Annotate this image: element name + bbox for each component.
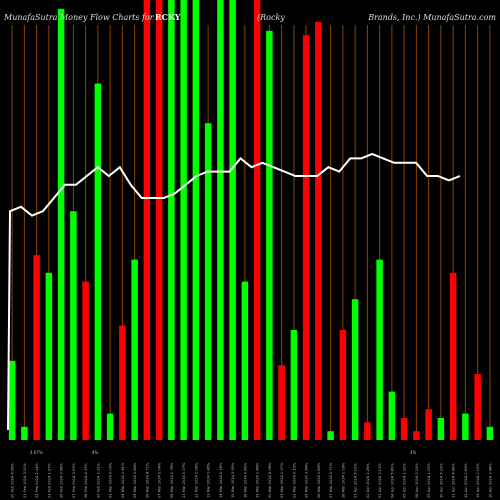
- bar: [253, 0, 261, 440]
- bar: [229, 0, 236, 440]
- x-tick-label: 29 Feb 2024 2.31%: [96, 462, 100, 498]
- x-tick-label: 16 Apr 2024 3.48%: [488, 463, 492, 498]
- x-tick-label: 15 Apr 2024 0.10%: [476, 463, 480, 498]
- money-flow-line: [7, 152, 461, 431]
- x-tick-label: 25 Mar 2024 3.84%: [305, 462, 309, 498]
- bar: [351, 299, 359, 440]
- bar: [106, 413, 114, 440]
- chart-title-left: MunafaSutra Money Flow Charts for: [3, 13, 155, 22]
- bar: [192, 0, 200, 440]
- bars: [8, 0, 494, 441]
- bar: [290, 330, 298, 440]
- chart-title-right: Brands, Inc.) MunafaSutra.com: [367, 13, 496, 22]
- annotation-1: 4.67%: [30, 450, 43, 455]
- x-tick-label: 01 Mar 2024 0.00%: [109, 462, 113, 498]
- x-tick-labels: 20 Feb 2024 6.08% 21 Feb 2024 3.00% 22 Feb…: [11, 462, 493, 498]
- x-tick-label: 05 Apr 2024 1.32%: [403, 463, 407, 498]
- x-tick-label: 23 Feb 2024 1.97%: [47, 462, 51, 498]
- x-tick-label: 22 Mar 2024 0.15%: [292, 462, 296, 498]
- bar: [413, 431, 420, 440]
- bar: [315, 22, 322, 440]
- bar: [462, 413, 469, 440]
- bar: [70, 211, 77, 440]
- bar: [327, 431, 334, 440]
- bar: [8, 360, 16, 440]
- x-tick-label: 03 Apr 2024 3.11%: [378, 463, 382, 498]
- x-tick-label: 08 Mar 2024 2.78%: [170, 462, 174, 498]
- x-tick-label: 12 Apr 2024 0.64%: [464, 463, 468, 498]
- bar: [241, 281, 249, 440]
- x-tick-label: 04 Apr 2024 5.89%: [390, 463, 394, 498]
- bar: [278, 365, 285, 440]
- bar: [400, 418, 408, 440]
- bar: [119, 325, 126, 440]
- x-tick-label: 21 Mar 2024 1.07%: [280, 462, 284, 498]
- x-tick-label: 15 Mar 2024 3.95%: [231, 462, 235, 498]
- bar: [486, 426, 494, 440]
- bar: [425, 409, 432, 440]
- x-tick-label: 22 Feb 2024 2.14%: [35, 462, 39, 498]
- x-tick-label: 06 Mar 2024 4.72%: [145, 462, 149, 498]
- bar: [302, 35, 310, 440]
- bar: [388, 391, 396, 440]
- bar: [155, 0, 163, 440]
- x-tick-label: 14 Mar 2024 0.18%: [219, 462, 223, 498]
- x-tick-label: 05 Mar 2024 0.84%: [133, 462, 137, 498]
- bar: [266, 30, 273, 441]
- x-tick-label: 28 Mar 2024 1.18%: [341, 462, 345, 498]
- bar: [94, 83, 102, 440]
- x-tick-label: 01 Apr 2024 5.02%: [354, 463, 358, 498]
- x-tick-label: 12 Mar 2024 2.08%: [194, 462, 198, 498]
- chart-title-company: (Rocky: [257, 13, 285, 22]
- x-tick-label: 10 Apr 2024 5.33%: [439, 463, 443, 498]
- x-tick-label: 26 Feb 2024 0.98%: [60, 462, 64, 498]
- bar: [180, 0, 187, 440]
- x-tick-label: 07 Mar 2024 0.04%: [158, 462, 162, 498]
- x-tick-label: 26 Mar 2024 1.85%: [317, 462, 321, 498]
- x-tick-label: 21 Feb 2024 3.00%: [23, 462, 27, 498]
- x-tick-label: 20 Mar 2024 5.08%: [268, 462, 272, 498]
- bar: [204, 123, 212, 440]
- x-tick-label: 27 Mar 2024 0.71%: [329, 462, 333, 498]
- bar: [21, 426, 28, 440]
- bar: [217, 0, 224, 440]
- x-tick-label: 18 Mar 2024 0.89%: [243, 462, 247, 498]
- bar: [131, 259, 138, 440]
- x-tick-label: 11 Mar 2024 0.07%: [182, 462, 186, 498]
- x-tick-label: 08 Apr 2024 0.15%: [415, 463, 419, 498]
- bar: [364, 422, 371, 440]
- bar: [376, 259, 383, 440]
- annotation-3: 4%: [410, 450, 417, 455]
- x-tick-label: 28 Feb 2024 4.33%: [84, 462, 88, 498]
- bar: [57, 8, 65, 441]
- bar: [449, 272, 457, 440]
- x-tick-label: 13 Mar 2024 1.46%: [207, 462, 211, 498]
- bar: [82, 281, 89, 440]
- x-tick-label: 09 Apr 2024 1.33%: [427, 463, 431, 498]
- x-tick-label: 19 Mar 2024 1.46%: [256, 462, 260, 498]
- x-tick-label: 11 Apr 2024 4.49%: [452, 463, 456, 498]
- bar: [437, 418, 445, 440]
- x-tick-label: 02 Apr 2024 1.26%: [366, 463, 370, 498]
- bar: [143, 0, 151, 440]
- bar: [45, 272, 53, 440]
- annotation-2: 4%: [92, 450, 99, 455]
- x-tick-label: 04 Mar 2024 1.81%: [121, 462, 125, 498]
- bar: [168, 0, 175, 440]
- x-tick-label: 27 Feb 2024 3.09%: [72, 462, 76, 498]
- bar: [474, 374, 481, 440]
- bar: [339, 330, 347, 440]
- chart-title-ticker: RCKY: [155, 12, 181, 22]
- x-tick-label: 20 Feb 2024 6.08%: [11, 462, 15, 498]
- bar: [33, 255, 40, 440]
